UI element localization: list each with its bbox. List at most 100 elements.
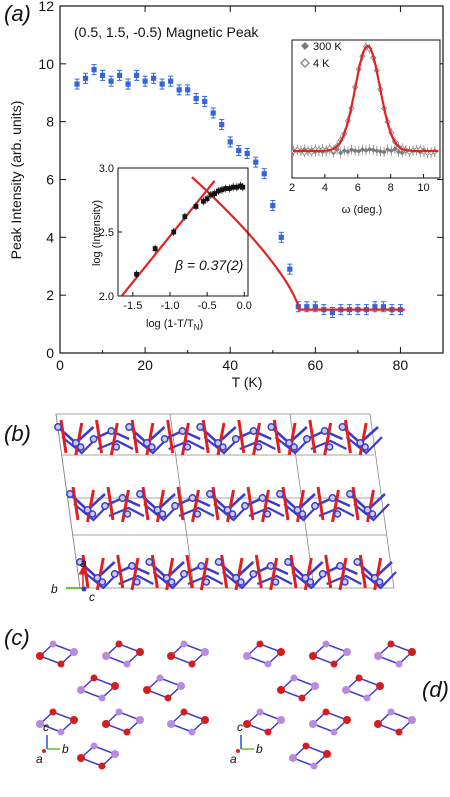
main-x-tick-label: 20	[137, 357, 153, 373]
atom	[356, 439, 365, 447]
log-data-point	[240, 184, 246, 190]
log-data-point	[223, 186, 229, 191]
omega-x-tick-label: 4	[322, 182, 328, 194]
atom-bottom	[98, 762, 106, 770]
spin-arrow	[191, 489, 200, 523]
spin-arrow	[71, 486, 80, 521]
atom	[93, 574, 102, 582]
spin-arrow	[358, 554, 367, 589]
atom-right	[70, 716, 78, 724]
main-y-tick-label: 10	[38, 56, 54, 72]
axis-a-label: a	[80, 556, 87, 570]
main-data-point	[108, 78, 114, 84]
main-x-tick-label: 40	[222, 357, 238, 373]
bond	[345, 436, 383, 455]
main-chart-title: (0.5, 1.5, -0.5) Magnetic Peak	[74, 24, 259, 40]
spin-arrow	[343, 419, 352, 454]
omega-x-axis-label: ω (deg.)	[342, 204, 382, 216]
atom	[249, 427, 258, 435]
spin-arrow	[296, 489, 305, 523]
atom	[107, 427, 116, 435]
omega-fit-curve	[292, 44, 439, 153]
atom	[214, 558, 223, 566]
atom	[158, 510, 167, 518]
bond	[318, 506, 355, 518]
main-data-point	[219, 121, 225, 128]
main-data-point	[244, 150, 250, 157]
spin-arrow	[166, 419, 175, 454]
atom-right	[201, 716, 209, 724]
atom-left	[243, 652, 251, 660]
atom-top	[180, 640, 188, 648]
main-data-point	[159, 81, 165, 87]
log-data-point	[227, 186, 232, 191]
spin-arrow	[199, 557, 209, 591]
bond	[353, 503, 390, 522]
spin-arrow	[331, 489, 340, 523]
atom	[162, 574, 171, 582]
axis-a-label-c: a	[36, 752, 43, 766]
log-x-tick-label: -1.5	[123, 300, 142, 312]
atom	[290, 443, 298, 451]
diamond-bond	[311, 643, 349, 665]
atom	[118, 494, 127, 502]
omega-point-300k	[392, 146, 398, 152]
main-y-axis-label: Peak Intensity (arb. units)	[8, 101, 24, 260]
spin-arrow	[176, 486, 185, 521]
main-y-tick-label: 2	[46, 287, 54, 303]
atom-bottom	[298, 694, 306, 702]
main-data-point	[142, 78, 148, 84]
atom	[341, 578, 349, 586]
atom	[223, 506, 232, 514]
axis-c-dot	[81, 586, 87, 592]
atom	[263, 510, 272, 518]
omega-point-300k	[370, 147, 376, 153]
log-data-point	[230, 184, 236, 190]
atom-bottom	[188, 660, 196, 668]
atom	[183, 443, 192, 451]
atom	[89, 435, 98, 443]
axes-c: c b a	[36, 720, 69, 766]
main-chart: 0 20 40 60 80 0 2 4 6 8 10 12 (0.5, 1.5, -0.5) Magn…	[8, 0, 444, 390]
atom	[301, 574, 310, 582]
spin-arrow	[59, 419, 68, 454]
spin-arrow	[373, 557, 383, 591]
atom	[125, 423, 134, 431]
spin-arrow	[95, 419, 104, 454]
bond	[108, 506, 145, 518]
atom-right	[70, 648, 78, 656]
omega-x-tick-label: 6	[355, 182, 361, 194]
spin-arrow	[226, 489, 235, 523]
legend-300k: 300 K	[313, 41, 342, 53]
atom	[206, 490, 214, 498]
bond	[118, 574, 154, 586]
atom	[180, 570, 188, 578]
omega-point-300k	[341, 148, 347, 154]
atom	[167, 578, 176, 586]
atom-bottom	[57, 660, 65, 668]
atom	[112, 443, 121, 451]
atom-top	[322, 708, 330, 716]
atom	[178, 427, 187, 435]
atom	[237, 578, 245, 586]
atom-left	[342, 686, 350, 694]
bond	[310, 439, 347, 451]
spin-arrow	[316, 486, 325, 521]
atom	[302, 435, 311, 443]
spin-arrow	[185, 554, 194, 589]
spin-arrow	[324, 554, 333, 589]
atom	[171, 502, 179, 510]
log-data-point	[182, 214, 188, 220]
atom-right	[177, 682, 185, 690]
atom-right	[277, 648, 285, 656]
diamond-bond	[104, 711, 142, 733]
spin-arrow	[252, 422, 262, 456]
atom-left	[374, 652, 382, 660]
spin-arrow	[180, 422, 190, 456]
bond	[256, 574, 293, 586]
log-x-axis-label: log (1-T/TN)	[146, 318, 203, 332]
atom-right	[376, 682, 384, 690]
atom-left	[289, 754, 297, 762]
atom	[202, 578, 211, 586]
spin-arrow	[237, 419, 246, 454]
